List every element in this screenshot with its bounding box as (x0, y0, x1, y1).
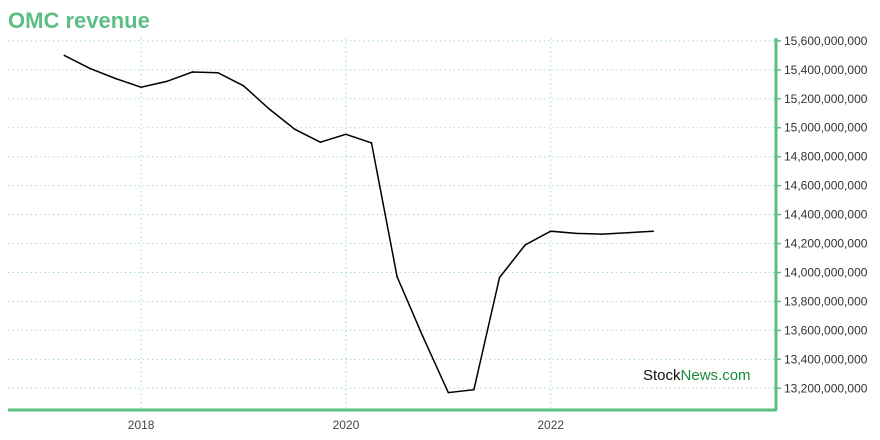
data-point (268, 108, 270, 110)
grid (8, 38, 781, 410)
y-tick-label: 13,800,000,000 (784, 294, 868, 308)
y-tick-label: 13,400,000,000 (784, 352, 868, 366)
data-point (575, 232, 578, 235)
y-tick-label: 15,600,000,000 (784, 34, 868, 48)
x-tick-label: 2022 (537, 418, 564, 432)
data-point (63, 54, 66, 57)
data-point (473, 388, 475, 391)
data-point (217, 71, 219, 74)
data-point (626, 231, 629, 234)
series (63, 54, 654, 394)
data-point (396, 276, 398, 278)
y-tick-label: 14,800,000,000 (784, 150, 868, 164)
data-point (191, 71, 194, 73)
data-point (345, 133, 347, 136)
data-point (89, 67, 91, 70)
watermark: StockNews.com (643, 367, 751, 384)
y-tick-label: 13,600,000,000 (784, 323, 868, 337)
watermark-com: .com (718, 367, 751, 384)
data-point (242, 84, 245, 87)
y-tick-labels: 13,200,000,000 13,400,000,000 13,600,000,0… (784, 34, 868, 395)
axes (8, 38, 778, 412)
watermark-news: News (681, 367, 719, 384)
x-tick-labels: 2018 2020 2022 (128, 418, 565, 432)
data-point (498, 276, 501, 279)
y-tick-label: 13,200,000,000 (784, 381, 868, 395)
watermark-stock: Stock (643, 367, 681, 384)
y-tick-label: 14,200,000,000 (784, 237, 868, 251)
chart-title: OMC revenue (8, 8, 150, 33)
data-point (140, 86, 142, 89)
series-line (63, 54, 654, 394)
data-point (524, 244, 526, 246)
data-point (370, 142, 373, 144)
data-point (293, 128, 296, 130)
data-point (447, 391, 450, 394)
y-tick-label: 15,400,000,000 (784, 63, 868, 77)
data-point (114, 77, 117, 80)
y-tick-label: 14,600,000,000 (784, 179, 868, 193)
data-point (319, 141, 322, 144)
data-point (652, 230, 654, 233)
data-point (549, 230, 552, 233)
y-tick-label: 14,000,000,000 (784, 265, 868, 279)
data-point (601, 233, 603, 235)
y-tick-label: 15,000,000,000 (784, 121, 868, 135)
x-tick-label: 2018 (128, 418, 155, 432)
data-point (165, 80, 168, 83)
data-point (421, 335, 424, 337)
x-tick-label: 2020 (333, 418, 360, 432)
y-tick-label: 15,200,000,000 (784, 92, 868, 106)
y-tick-label: 14,400,000,000 (784, 208, 868, 222)
